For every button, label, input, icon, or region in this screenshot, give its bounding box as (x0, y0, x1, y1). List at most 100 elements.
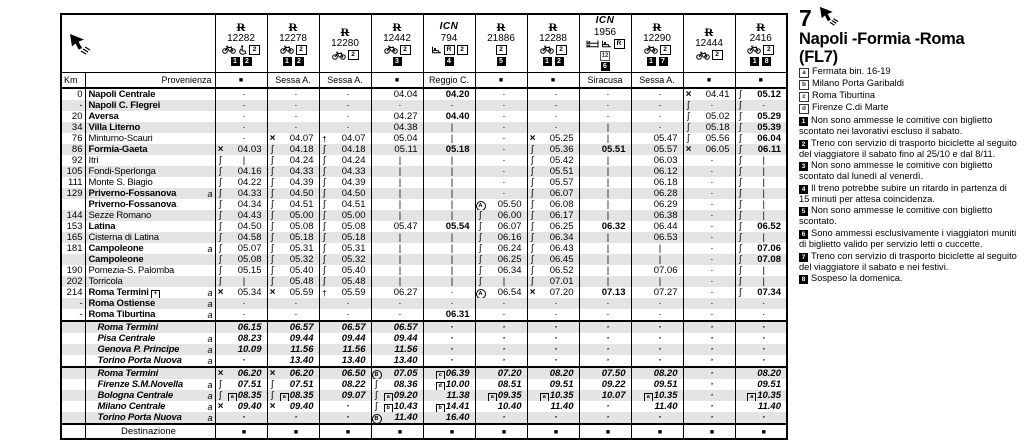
time-cell: · (682, 276, 735, 287)
legend-note: c Roma Tiburtina (799, 90, 1019, 102)
time-cell: | (370, 199, 423, 210)
footnote-badge-icon: 5 (799, 207, 808, 217)
time-cell: 06.03 (630, 155, 683, 166)
time-cell: 06.38 (630, 210, 683, 221)
note-b-icon: b (383, 403, 393, 412)
bike-icon (222, 45, 236, 54)
time-cell: × 09.40 (214, 401, 267, 412)
time-cell: ʃ 05.57 (526, 177, 579, 188)
time-cell: ■ (318, 423, 371, 439)
time-cell: ʃ 06.25 (526, 221, 579, 232)
route-title: Napoli -Formia -Roma (FL7) (799, 30, 965, 66)
time-cell: ʃ 05.02 (682, 111, 735, 122)
squiggle-icon: ʃ (218, 232, 223, 243)
time-cell: ʃ 05.40 (318, 265, 371, 276)
km-cell (61, 355, 85, 367)
time-cell: ʃ 07.08 (734, 254, 787, 265)
time-cell: · (682, 177, 735, 188)
bike-icon (539, 45, 554, 54)
time-cell: 09.51 (630, 379, 683, 390)
arrival-mark: a (207, 401, 213, 412)
circled-a-icon: A (476, 200, 486, 210)
time-cell: ʃ 04.43 (214, 210, 267, 221)
provenance-cell: ■ (474, 72, 527, 89)
squiggle-icon: ʃ (218, 276, 223, 287)
squiggle-icon: ʃ (686, 133, 691, 144)
terminus-square-icon: ■ (706, 77, 712, 84)
squiggle-icon: ʃ (530, 276, 535, 287)
time-cell: · (214, 100, 267, 111)
time-cell: · (318, 111, 371, 122)
time-cell: 11.38 (422, 390, 475, 401)
time-cell: 05.51 (578, 144, 631, 155)
km-cell: 202 (66, 276, 83, 287)
time-cell: ʃ | (734, 199, 787, 210)
time-cell: 07.50 (578, 366, 631, 379)
station-cell: Torino Porta Nuova a (84, 355, 215, 367)
provenance-cell: Siracusa (578, 72, 631, 89)
km-cell (61, 344, 85, 355)
station-row: Genova P. Principe a 10.09 11.56 11.56 11.56 ·… (61, 344, 787, 355)
time-cell: · (578, 333, 631, 344)
arrival-mark: a (207, 298, 213, 309)
time-cell: | (578, 133, 631, 144)
squiggle-icon: ʃ (738, 188, 743, 199)
time-cell: b 14.41 (422, 401, 475, 412)
squiggle-icon: ʃ (738, 265, 743, 276)
letter-box-icon: d (799, 104, 809, 114)
squiggle-icon: ʃ (478, 276, 483, 287)
time-cell: 04.20 (422, 88, 475, 100)
time-cell: | (370, 210, 423, 221)
arrival-mark: a (207, 243, 213, 254)
second-class-icon: 2 (295, 44, 307, 55)
squiggle-icon: ʃ (738, 221, 743, 232)
squiggle-icon: ʃ (530, 210, 535, 221)
squiggle-icon: ʃ (738, 89, 743, 100)
time-cell: 10.09 (214, 344, 267, 355)
time-cell: · (682, 344, 735, 355)
squiggle-icon: ʃ (218, 221, 223, 232)
time-cell: · (682, 155, 735, 166)
time-cell: 07.13 (578, 287, 631, 298)
squiggle-icon: ʃ (738, 133, 743, 144)
station-cell: Napoli Centrale (84, 88, 215, 100)
time-cell: 05.57 (630, 144, 683, 155)
time-cell: · (630, 111, 683, 122)
km-cell: 105 (66, 166, 83, 177)
time-cell: · (734, 355, 787, 367)
time-cell: · (682, 243, 735, 254)
time-cell: ■ (682, 423, 735, 439)
time-cell: · (734, 298, 787, 309)
terminus-square-icon: ■ (241, 428, 247, 436)
time-cell: ʃ | (214, 276, 267, 287)
intercity-notte-logo: ICN (439, 20, 459, 32)
train-number: 2416 (749, 32, 772, 44)
time-cell: × 05.59 (266, 287, 319, 298)
time-cell: 06.31 (422, 309, 475, 321)
service-icons: 2 (476, 44, 527, 56)
time-cell: 06.57 (266, 320, 319, 333)
time-cell: ʃ 05.18 (318, 232, 371, 243)
time-cell: ʃ a 08.35 (214, 390, 267, 401)
sleeper-icon (586, 40, 598, 48)
time-cell: 04.40 (422, 111, 475, 122)
time-cell: ʃ · (682, 100, 735, 111)
station-name: Roma Termini + (86, 287, 205, 298)
time-cell: ʃ | (734, 210, 787, 221)
provenance-cell: ■ (734, 72, 787, 89)
station-cell: Formia-Gaeta (84, 144, 215, 155)
time-cell: | (422, 254, 475, 265)
station-name: Napoli Centrale (88, 89, 156, 100)
time-cell: ʃ 06.52 (526, 265, 579, 276)
time-cell: 11.56 (370, 344, 423, 355)
time-cell: ʃ 04.18 (266, 144, 319, 155)
time-cell: · (370, 309, 423, 321)
time-cell: 05.04 (370, 133, 423, 144)
train-header-12442: R 12442 2 3 (370, 14, 423, 73)
squiggle-icon: ʃ (530, 232, 535, 243)
time-cell: ʃ 04.50 (318, 188, 371, 199)
time-cell: × 09.40 (266, 401, 319, 412)
squiggle-icon: ʃ (218, 166, 223, 177)
km-cell (61, 333, 85, 344)
time-cell: ■ (266, 423, 319, 439)
